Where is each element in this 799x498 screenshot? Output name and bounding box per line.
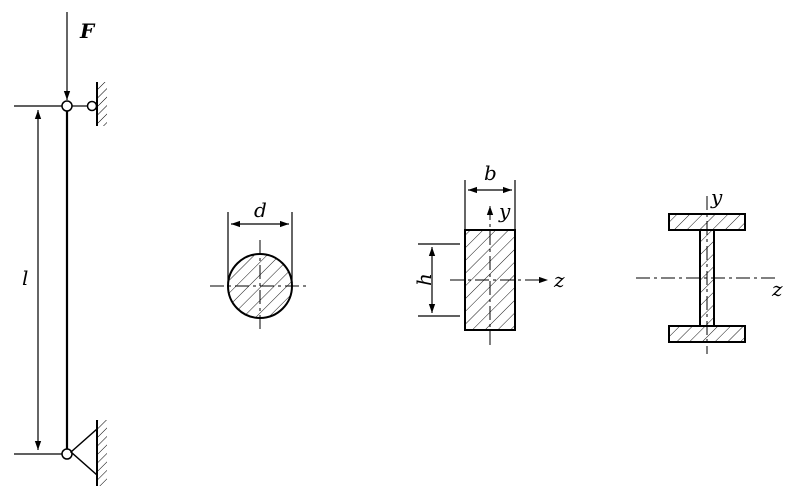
bottom-wall-hatch [97,420,107,486]
rect-y-label: y [498,199,511,223]
circular-section: d [210,198,310,332]
width-label: b [484,161,497,185]
rectangular-section: z y b h [412,161,565,345]
bottom-pin [61,448,73,460]
i-y-label: y [710,185,723,209]
bottom-support-triangle [69,427,98,477]
top-pin [61,100,73,112]
i-z-label: z [771,277,783,301]
height-label: h [412,273,436,286]
diameter-label: d [254,198,267,222]
top-wall-hatch [97,82,107,126]
i-section: z y [636,185,783,354]
force-label: F [79,19,96,43]
length-label: l [22,266,28,290]
rect-outline [464,229,516,331]
top-roller [86,100,98,112]
rect-z-label: z [553,268,565,292]
column-group: F l [14,12,107,486]
